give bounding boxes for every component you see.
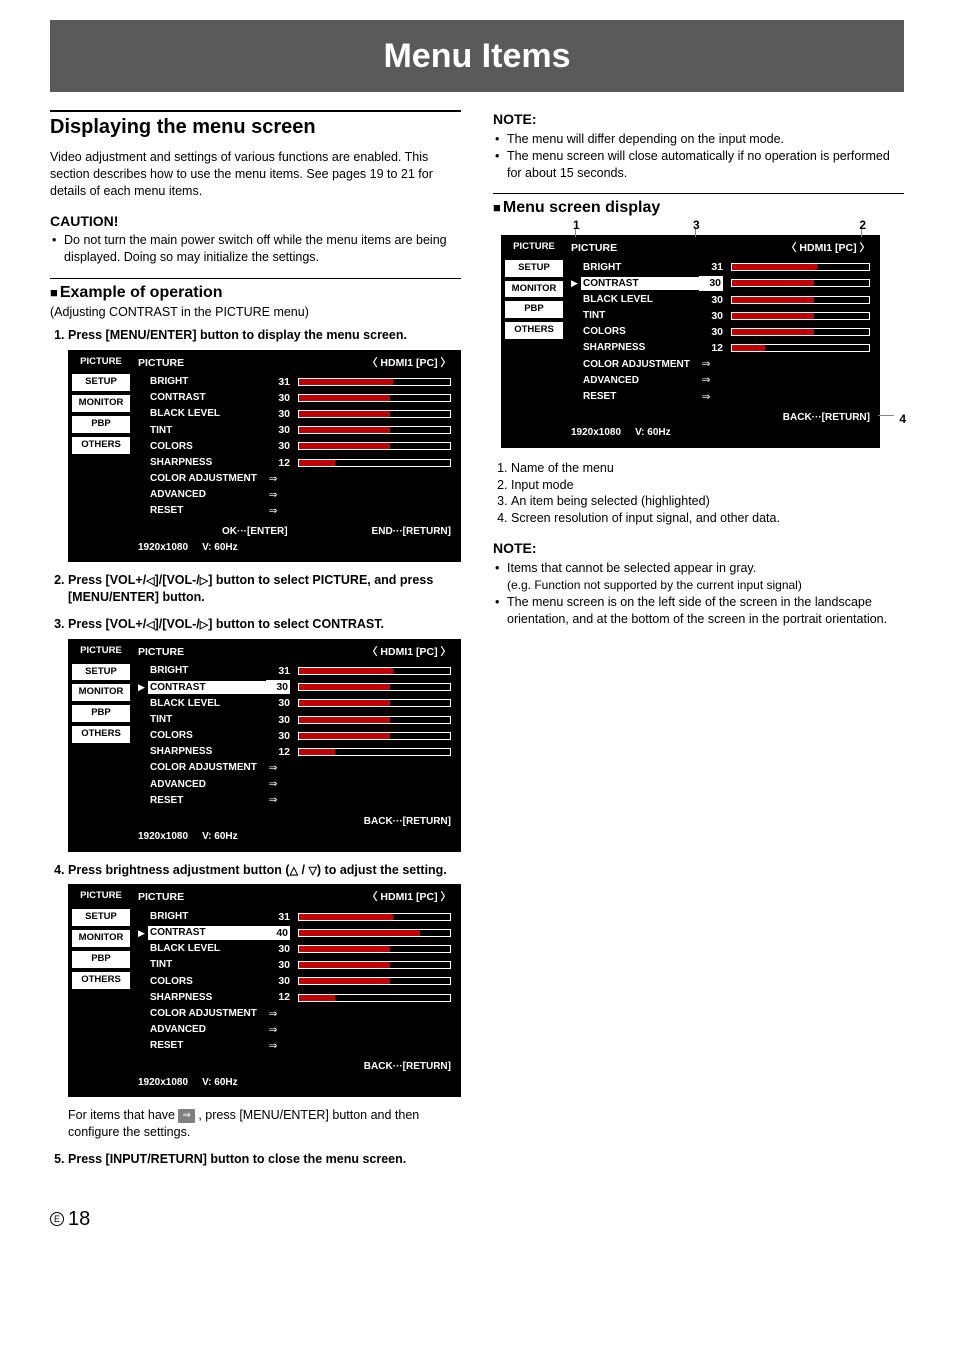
menu-tab: OTHERS [71,436,131,455]
menu-row: BRIGHT31 [138,909,451,925]
menu-tab: MONITOR [504,280,564,299]
menu-row: COLORS30 [138,973,451,989]
legend-item: Name of the menu [511,460,904,477]
caution-item: Do not turn the main power switch off wh… [50,232,461,266]
step-5: Press [INPUT/RETURN] button to close the… [68,1151,461,1168]
menu-row: SHARPNESS12 [571,340,870,356]
menu-row: ▶CONTRAST30 [571,275,870,291]
menu-row: CONTRAST30 [138,390,451,406]
menu-screenshot-3: PICTURESETUPMONITORPBPOTHERS PICTUREHDMI… [68,884,461,1097]
menu-row: BRIGHT31 [571,259,870,275]
menu-tab: OTHERS [71,725,131,744]
menu-row: TINT30 [138,422,451,438]
legend-item: Screen resolution of input signal, and o… [511,510,904,527]
note-item: The menu screen will close automatically… [493,148,904,182]
menu-row: SHARPNESS12 [138,455,451,471]
menu-row: BLACK LEVEL30 [138,406,451,422]
menu-tab: PICTURE [71,887,131,906]
menu-screenshot-1: PICTURESETUPMONITORPBPOTHERS PICTUREHDMI… [68,350,461,563]
menu-row: BRIGHT31 [138,663,451,679]
menu-row: COLORS30 [138,728,451,744]
page-number: 18 [68,1206,90,1233]
legend-item: An item being selected (highlighted) [511,493,904,510]
step4-footnote: For items that have ⇒ , press [MENU/ENTE… [68,1107,461,1141]
menu-tab: PBP [71,704,131,723]
menu-tab: PICTURE [71,353,131,372]
annotated-menu: 1 3 2 4 PICTURESETUPMONITORPBPOTHERS PIC… [493,219,904,454]
menu-tab: SETUP [71,663,131,682]
left-column: Displaying the menu screen Video adjustm… [50,110,461,1178]
note-heading-2: NOTE: [493,539,904,558]
triangle-right-icon: ▷ [200,575,208,587]
triangle-left-icon: ◁ [146,619,154,631]
intro-text: Video adjustment and settings of various… [50,149,461,200]
submenu-arrow-icon: ⇒ [178,1109,194,1123]
step-3: Press [VOL+/◁]/[VOL-/▷] button to select… [68,616,461,852]
menu-row: ADVANCED⇒ [138,487,451,503]
step-4: Press brightness adjustment button (△ / … [68,862,461,1141]
legend-item: Input mode [511,477,904,494]
menu-tab: SETUP [504,259,564,278]
menu-tab: MONITOR [71,683,131,702]
note-item: The menu will differ depending on the in… [493,131,904,148]
legend-list: Name of the menu Input mode An item bein… [493,460,904,528]
menu-row: BLACK LEVEL30 [138,695,451,711]
menu-tab: SETUP [71,373,131,392]
menu-row: BLACK LEVEL30 [571,292,870,308]
note-heading-1: NOTE: [493,110,904,129]
menu-row: TINT30 [138,957,451,973]
menu-tab: MONITOR [71,394,131,413]
caution-heading: CAUTION! [50,212,461,231]
page-mark-icon: E [50,1212,64,1226]
menu-row: BLACK LEVEL30 [138,941,451,957]
menu-row: SHARPNESS12 [138,744,451,760]
note-item: Items that cannot be selected appear in … [493,560,904,594]
menu-tab: MONITOR [71,929,131,948]
menu-row: COLORS30 [571,324,870,340]
menu-row: COLOR ADJUSTMENT⇒ [138,471,451,487]
menu-row: COLOR ADJUSTMENT⇒ [138,1006,451,1022]
menu-tab: SETUP [71,908,131,927]
example-heading: Example of operation [50,278,461,304]
menu-tab: PICTURE [71,642,131,661]
menu-tab: PBP [71,950,131,969]
menu-tab: OTHERS [71,971,131,990]
step-1: Press [MENU/ENTER] button to display the… [68,327,461,563]
menu-row: RESET⇒ [138,792,451,808]
menu-tab: OTHERS [504,321,564,340]
triangle-left-icon: ◁ [146,575,154,587]
menu-row: TINT30 [571,308,870,324]
menu-row: COLORS30 [138,438,451,454]
menu-row: TINT30 [138,712,451,728]
menu-row: ADVANCED⇒ [138,776,451,792]
menu-row: BRIGHT31 [138,374,451,390]
menu-row: RESET⇒ [571,389,870,405]
menu-screenshot-2: PICTURESETUPMONITORPBPOTHERS PICTUREHDMI… [68,639,461,852]
menu-row: ADVANCED⇒ [571,372,870,388]
page-banner: Menu Items [50,20,904,92]
menu-row: ADVANCED⇒ [138,1022,451,1038]
menu-row: COLOR ADJUSTMENT⇒ [138,760,451,776]
menu-row: ▶CONTRAST30 [138,679,451,695]
step-2: Press [VOL+/◁]/[VOL-/▷] button to select… [68,572,461,606]
section-title: Displaying the menu screen [50,110,461,141]
example-note: (Adjusting CONTRAST in the PICTURE menu) [50,304,461,321]
note-item: The menu screen is on the left side of t… [493,594,904,628]
menu-row: COLOR ADJUSTMENT⇒ [571,356,870,372]
menu-tab: PBP [71,415,131,434]
menu-tab: PICTURE [504,238,564,257]
menu-row: ▶CONTRAST40 [138,925,451,941]
menu-row: RESET⇒ [138,503,451,519]
triangle-up-icon: △ [290,865,298,877]
menu-screenshot-right: PICTURESETUPMONITORPBPOTHERS PICTUREHDMI… [501,235,880,448]
right-column: NOTE: The menu will differ depending on … [493,110,904,1178]
triangle-down-icon: ▽ [308,865,316,877]
menu-row: SHARPNESS12 [138,989,451,1005]
menu-tab: PBP [504,300,564,319]
display-heading: Menu screen display [493,193,904,219]
triangle-right-icon: ▷ [200,619,208,631]
page-footer: E 18 [50,1206,904,1233]
menu-row: RESET⇒ [138,1038,451,1054]
